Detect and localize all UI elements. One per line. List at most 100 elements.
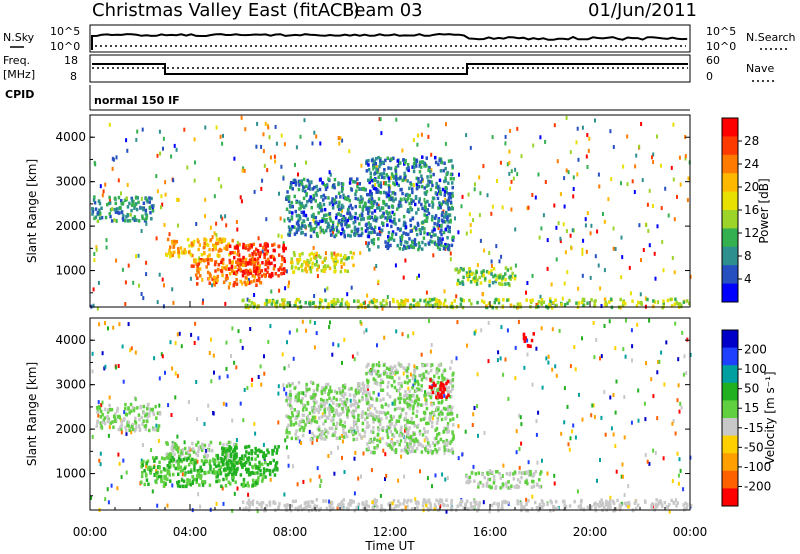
noise-cell	[291, 464, 294, 469]
echo-cell	[328, 266, 332, 271]
echo-cell	[195, 478, 198, 482]
noise-cell	[628, 265, 631, 270]
echo-cell	[333, 263, 336, 267]
noise-cell	[180, 344, 183, 349]
noise-cell	[254, 431, 257, 436]
noise-cell	[374, 182, 377, 187]
noise-cell	[257, 236, 260, 241]
noise-cell	[495, 244, 498, 249]
noise-cell	[416, 276, 418, 281]
noise-cell	[253, 422, 256, 427]
echo-cell	[190, 468, 193, 472]
echo-cell	[324, 184, 327, 188]
echo-cell	[387, 193, 390, 197]
echo-cell	[265, 503, 268, 508]
echo-cell	[406, 208, 410, 212]
noise-cell	[226, 374, 229, 379]
echo-cell	[309, 380, 313, 384]
noise-cell	[501, 474, 504, 478]
echo-cell	[392, 434, 396, 439]
echo-cell	[548, 303, 551, 307]
echo-cell	[382, 363, 386, 367]
echo-cell	[328, 413, 331, 417]
noise-cell	[301, 319, 304, 324]
echo-cell	[95, 424, 99, 428]
echo-cell	[229, 452, 233, 456]
echo-cell	[580, 300, 584, 305]
echo-cell	[428, 391, 432, 396]
echo-cell	[433, 297, 436, 301]
echo-cell	[368, 391, 371, 395]
echo-cell	[387, 176, 391, 180]
noise-cell	[531, 193, 534, 197]
noise-cell	[377, 279, 380, 284]
noise-cell	[117, 452, 120, 457]
echo-cell	[304, 213, 308, 218]
echo-cell	[450, 205, 454, 210]
noise-cell	[213, 231, 216, 236]
echo-cell	[374, 187, 377, 191]
noise-cell	[337, 136, 340, 140]
echo-cell	[366, 380, 369, 385]
noise-cell	[566, 270, 569, 275]
echo-cell	[185, 451, 188, 455]
echo-cell	[430, 363, 434, 367]
echo-cell	[427, 371, 430, 375]
echo-cell	[148, 411, 151, 415]
echo-cell	[128, 219, 132, 223]
echo-cell	[368, 394, 372, 398]
echo-cell	[191, 253, 194, 258]
echo-cell	[426, 209, 429, 213]
echo-cell	[421, 155, 424, 159]
echo-cell	[378, 164, 381, 169]
echo-cell	[387, 166, 390, 170]
echo-cell	[258, 254, 261, 259]
echo-cell	[97, 199, 101, 203]
echo-cell	[382, 211, 385, 216]
noise-cell	[465, 231, 468, 236]
echo-cell	[123, 417, 126, 421]
echo-cell	[253, 250, 256, 254]
echo-cell	[421, 220, 425, 224]
echo-cell	[377, 245, 380, 249]
echo-cell	[381, 426, 385, 430]
noise-cell	[656, 416, 659, 421]
echo-cell	[247, 451, 251, 456]
echo-cell	[411, 407, 415, 411]
echo-cell	[256, 249, 260, 253]
echo-cell	[389, 215, 393, 219]
noise-cell	[99, 451, 102, 456]
echo-cell	[384, 402, 388, 407]
noise-cell	[375, 164, 378, 169]
echo-cell	[125, 428, 128, 433]
noise-cell	[660, 350, 663, 355]
noise-cell	[488, 251, 491, 255]
echo-cell	[354, 401, 357, 405]
echo-cell	[286, 402, 290, 407]
echo-cell	[311, 431, 314, 436]
echo-cell	[171, 456, 174, 460]
echo-cell	[305, 192, 308, 196]
noise-cell	[558, 328, 561, 333]
echo-cell	[217, 267, 220, 272]
echo-cell	[372, 450, 375, 455]
echo-cell	[507, 486, 510, 490]
echo-cell	[341, 407, 344, 411]
noise-cell	[222, 501, 225, 506]
echo-cell	[193, 459, 196, 463]
echo-cell	[442, 369, 445, 374]
echo-cell	[399, 175, 402, 179]
noise-cell	[217, 177, 220, 182]
echo-cell	[206, 270, 210, 275]
echo-cell	[290, 215, 294, 219]
noise-cell	[565, 229, 568, 233]
noise-cell	[604, 432, 607, 437]
noise-cell	[550, 282, 553, 287]
noise-cell	[647, 228, 650, 233]
echo-cell	[305, 388, 309, 392]
noise-cell	[498, 502, 500, 507]
noise-cell	[99, 184, 102, 189]
noise-cell	[160, 194, 163, 199]
noise-cell	[391, 401, 394, 406]
echo-cell	[360, 231, 364, 235]
